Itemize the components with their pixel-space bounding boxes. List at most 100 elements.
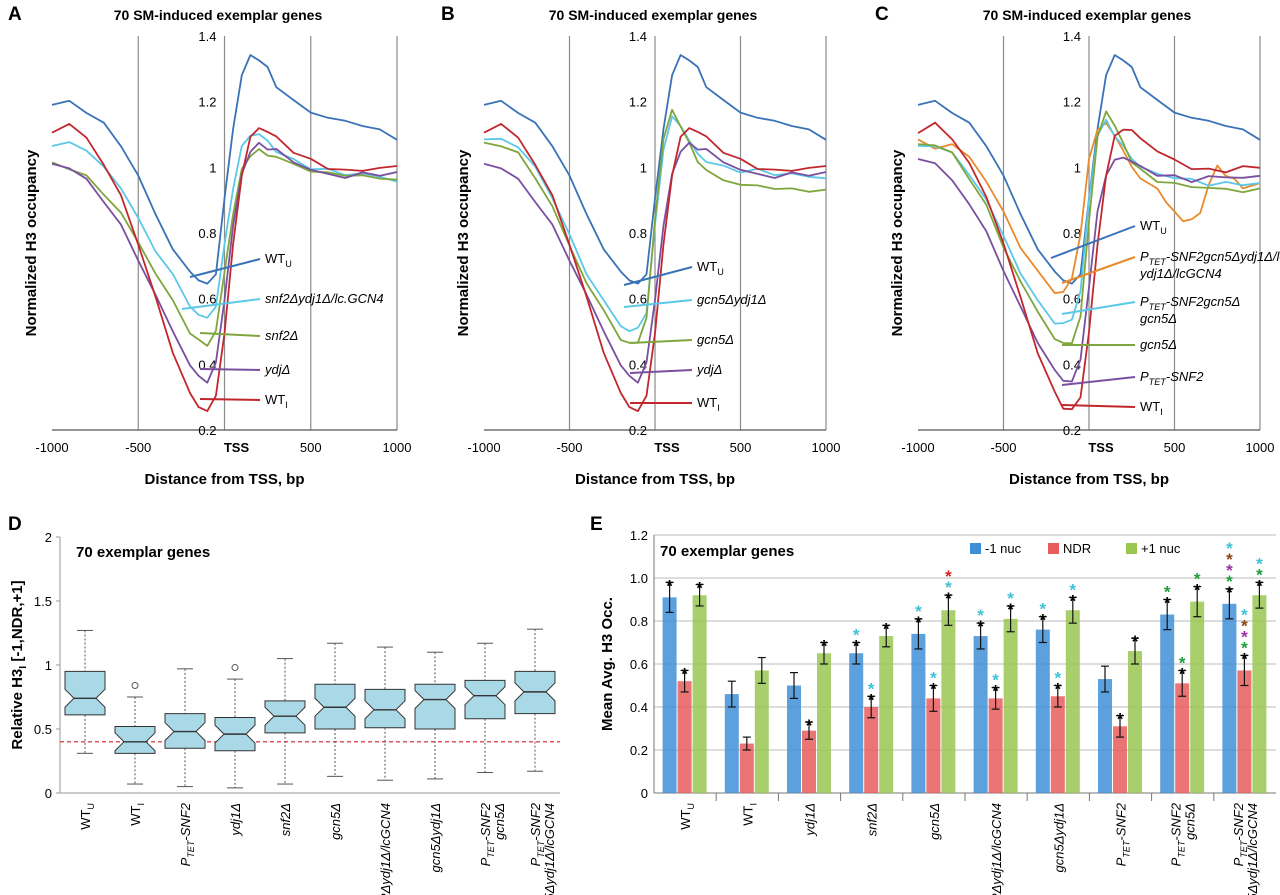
significance-star: * [1194,581,1201,600]
y-tick-label: 1 [209,160,216,175]
significance-star: * [666,576,673,595]
legend-label: -1 nuc [985,541,1022,556]
series-label: WTU​ [265,251,292,269]
y-tick-label: 1.5 [34,594,52,609]
significance-star: * [883,619,890,638]
y-tick-label: 1.2 [198,95,216,110]
category-label: gcn5Δ [492,803,507,840]
significance-star: * [868,679,875,698]
significance-star: * [1256,576,1263,595]
x-tick-label: -500 [125,440,151,455]
leader-line [1061,404,1136,408]
y-tick-label: 0 [641,786,648,801]
x-axis-label: Distance from TSS, bp [144,471,304,488]
x-tick-label: TSS [1088,440,1114,455]
significance-star: * [1241,605,1248,624]
bar [787,685,801,793]
bar [849,653,864,793]
series-line [483,108,827,344]
panel-label: D [8,514,22,535]
significance-star: * [992,682,999,701]
series-label: ydjΔ [264,362,290,377]
series-label: ydj1Δ/lcGCN4 [1139,266,1222,281]
annotation-text: 70 exemplar genes [660,543,794,560]
bar [1065,610,1080,793]
series-line [917,110,1261,345]
series-label: gcn5Δydj1Δ [697,292,766,307]
significance-star: * [1241,627,1248,646]
x-tick-label: TSS [654,440,680,455]
legend-swatch [1126,543,1137,554]
x-axis-label: Distance from TSS, bp [575,471,735,488]
category-label: snf2Δydj1Δ/lcGCN4 [989,803,1004,895]
y-axis-label: Normalized H3 occupancy [455,149,472,336]
annotation-text: 70 exemplar genes [76,544,210,561]
leader-line [629,369,693,374]
series-line [917,121,1261,411]
significance-star: * [1226,583,1233,602]
significance-star: * [915,602,922,621]
category-label: WTU​ [78,803,96,830]
significance-star: * [853,626,860,645]
y-axis-label: Relative H3I​ [-1,NDR,+1] [9,580,29,749]
series-label: gcn5Δ [697,332,734,347]
significance-star: * [1226,561,1233,580]
y-tick-label: 0.5 [34,722,52,737]
bar [1128,651,1142,793]
bar [802,730,816,793]
bar [1050,696,1065,793]
panel-label: A [8,4,22,25]
leader-line [1061,301,1136,315]
series-line [51,141,398,384]
category-label: snf2Δ [865,803,880,836]
series-label: snf2Δydj1Δ/lc.GCN4 [265,291,384,306]
significance-star: * [945,578,952,597]
line-panel-B: B 70 SM-induced exemplar genes 0.2 0.4 0.6 0.… [441,4,840,488]
bar [941,610,956,793]
bar [1003,618,1018,793]
significance-star: * [1069,591,1076,610]
significance-star: * [1132,632,1139,651]
leader-line [629,339,693,344]
leader-line [1061,256,1136,284]
significance-star: * [1241,638,1248,657]
x-tick-label: -1000 [467,440,500,455]
x-tick-label: 500 [730,440,752,455]
category-label: PTET​-SNF2 [478,802,496,866]
bar [817,653,831,793]
leader-line [199,332,261,337]
leader-line [1061,376,1136,386]
significance-star: * [1256,565,1263,584]
category-label: WTU​ [678,803,696,830]
series-line [51,148,398,347]
y-tick-label: 1.4 [629,29,647,44]
leader-line [199,368,261,371]
y-tick-label: 1.2 [1063,95,1081,110]
series-label: PTET​-SNF2gcn5Δydj1Δ/lcGCN4 [1140,249,1280,267]
box [464,679,506,720]
box [114,725,156,754]
category-label: gcn5Δ [328,803,343,840]
bar [973,636,988,793]
significance-star: * [806,716,813,735]
significance-star: * [945,567,952,586]
y-axis-label: Mean Avg. H3 Occ. [599,597,616,731]
series-line [917,156,1261,383]
series-label: WTI​ [265,392,288,410]
bar [739,743,754,793]
category-label: gcn5Δydj1Δ/lcGCN4 [1245,803,1260,895]
category-label: gcn5Δ [927,803,942,840]
x-tick-label: -1000 [901,440,934,455]
bar [864,707,879,793]
significance-star: * [821,637,828,656]
y-axis-label: Normalized H3 occupancy [23,149,40,336]
bar [724,694,739,793]
series-line [51,54,398,285]
chart-title: 70 SM-induced exemplar genes [549,7,758,23]
category-label: ydj1Δ [228,803,243,837]
category-label: snf2Δ [278,803,293,836]
significance-star: * [1256,554,1263,573]
category-label: gcn5Δydj1Δ [428,803,443,872]
significance-star: * [1179,664,1186,683]
